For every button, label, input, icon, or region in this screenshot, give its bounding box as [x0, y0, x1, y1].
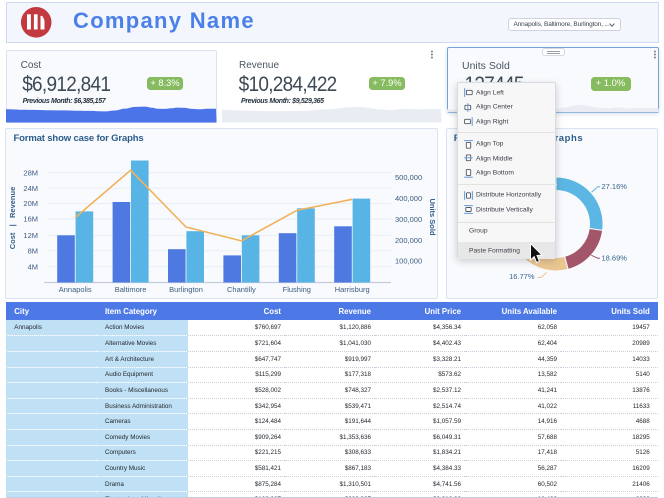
- svg-text:200,000: 200,000: [395, 236, 422, 245]
- svg-text:Units Sold: Units Sold: [428, 198, 437, 236]
- svg-text:Harrisburg: Harrisburg: [335, 285, 370, 294]
- svg-text:24M: 24M: [23, 184, 38, 193]
- svg-text:8M: 8M: [28, 246, 38, 255]
- svg-text:27.16%: 27.16%: [602, 182, 628, 191]
- svg-text:Flushing: Flushing: [283, 285, 311, 294]
- svg-text:300,000: 300,000: [395, 215, 422, 224]
- svg-text:Burlington: Burlington: [169, 285, 203, 294]
- svg-text:18.69%: 18.69%: [602, 254, 628, 263]
- svg-text:100,000: 100,000: [395, 257, 422, 266]
- svg-text:4M: 4M: [28, 262, 38, 271]
- svg-text:12M: 12M: [23, 231, 38, 240]
- svg-text:16.77%: 16.77%: [509, 272, 535, 281]
- svg-text:500,000: 500,000: [395, 173, 422, 182]
- svg-text:Cost | Revenue: Cost | Revenue: [8, 187, 17, 250]
- svg-text:Chantilly: Chantilly: [227, 285, 256, 294]
- svg-text:28M: 28M: [23, 168, 38, 177]
- svg-text:20M: 20M: [23, 199, 38, 208]
- svg-text:16M: 16M: [23, 215, 38, 224]
- svg-text:400,000: 400,000: [395, 194, 422, 203]
- svg-text:Annapolis: Annapolis: [59, 285, 92, 294]
- svg-text:Baltimore: Baltimore: [115, 285, 147, 294]
